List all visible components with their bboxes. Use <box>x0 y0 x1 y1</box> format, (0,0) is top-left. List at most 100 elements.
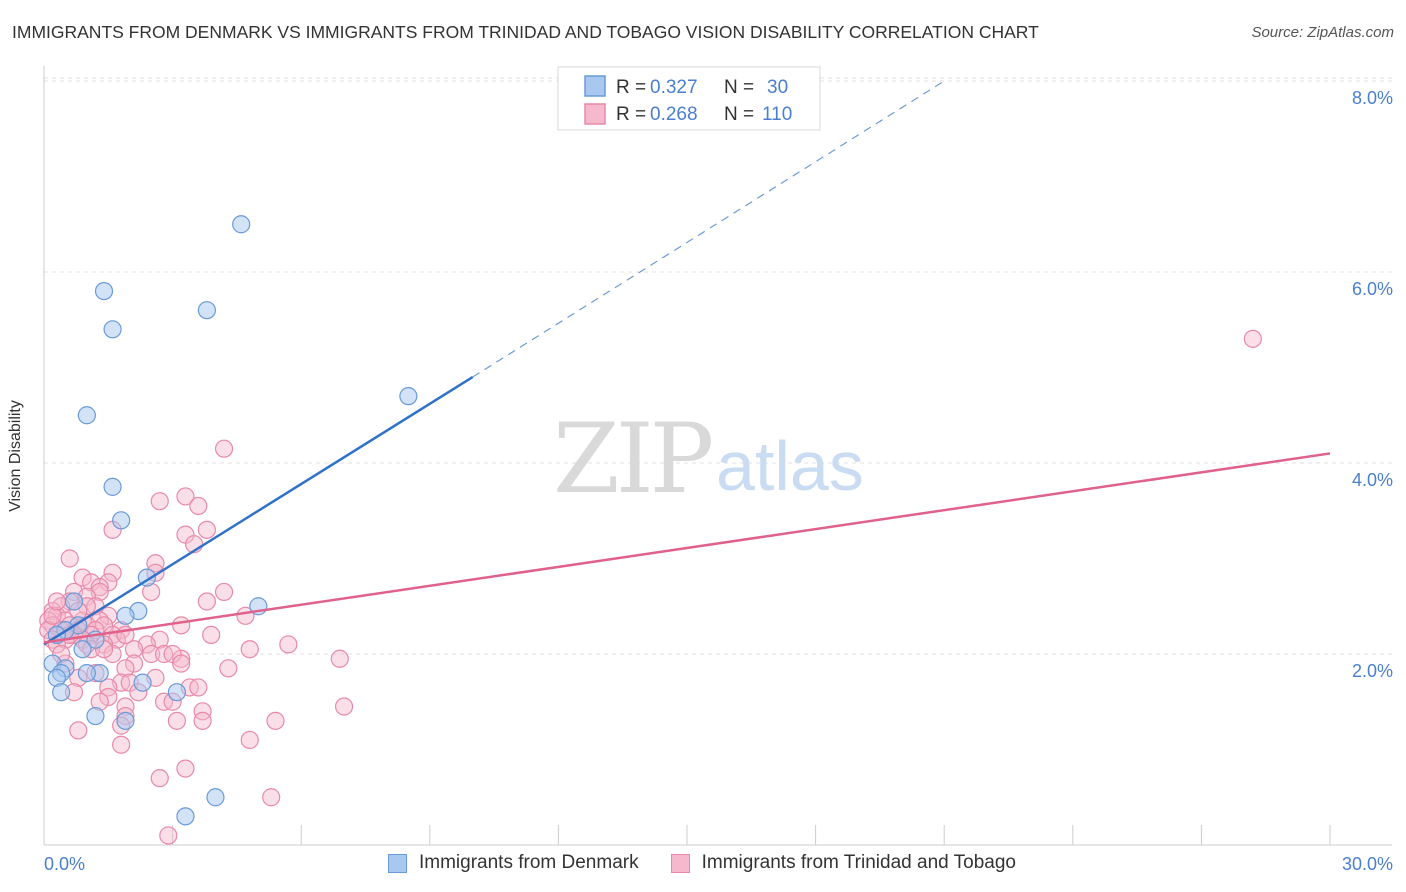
legend-item-trinidad[interactable]: Immigrants from Trinidad and Tobago <box>670 852 1016 874</box>
trinidad-point <box>214 582 234 602</box>
trinidad-point <box>189 678 208 697</box>
watermark: ZIP atlas <box>553 403 864 515</box>
trinidad-point <box>159 826 178 845</box>
trinidad-point <box>73 568 92 587</box>
legend-item-denmark[interactable]: Immigrants from Denmark <box>388 852 639 874</box>
denmark-point <box>116 606 135 625</box>
series-denmark-points <box>43 215 418 826</box>
trinidad-point <box>146 554 165 573</box>
denmark-trend-line <box>43 375 474 646</box>
source-label: Source: ZipAtlas.com <box>1251 24 1394 41</box>
y-tick-label-0: 2.0% <box>1352 661 1393 681</box>
legend-label-denmark: Immigrants from Denmark <box>419 852 639 873</box>
trinidad-point <box>60 549 79 568</box>
denmark-point <box>112 511 131 530</box>
trinidad-point <box>124 654 144 673</box>
legend-series: Immigrants from Denmark Immigrants from … <box>388 852 1048 874</box>
trinidad-point <box>103 644 122 664</box>
trinidad-point <box>202 625 221 645</box>
denmark-point <box>103 477 122 496</box>
x-tick-label-max: 30.0% <box>1342 854 1393 874</box>
denmark-trend-extension <box>472 80 945 378</box>
legend-n-label-1: N = <box>724 77 754 98</box>
denmark-point <box>167 683 186 702</box>
denmark-point <box>77 406 96 425</box>
trinidad-point <box>197 520 216 539</box>
chart-title: IMMIGRANTS FROM DENMARK VS IMMIGRANTS FR… <box>12 22 1039 42</box>
trinidad-point <box>124 640 144 659</box>
trinidad-point <box>172 654 191 673</box>
trinidad-point <box>103 563 122 582</box>
trinidad-point <box>240 640 259 659</box>
trinidad-point <box>262 788 281 807</box>
watermark-zip: ZIP <box>553 403 712 515</box>
y-tick-label-2: 6.0% <box>1352 279 1393 299</box>
legend-stats: R = 0.327 N = 30 R = 0.268 N = 110 <box>557 66 821 131</box>
denmark-point <box>86 706 105 726</box>
x-tick-label-min: 0.0% <box>44 854 85 874</box>
legend-r-label-1: R = <box>616 77 646 98</box>
trinidad-point <box>150 492 169 511</box>
trinidad-trend-line <box>43 452 1331 644</box>
denmark-point <box>52 683 71 702</box>
trinidad-point <box>43 606 62 625</box>
trinidad-point <box>219 659 238 678</box>
legend-swatch-trinidad <box>584 103 606 125</box>
denmark-point <box>94 282 114 301</box>
trinidad-point <box>99 678 118 697</box>
trinidad-point <box>172 616 191 635</box>
denmark-point <box>116 711 135 730</box>
legend-swatch-trinidad-bottom <box>670 853 690 873</box>
legend-r-label-2: R = <box>616 104 646 125</box>
trinidad-point <box>334 697 354 716</box>
legend-n-value-2: 110 <box>762 104 792 125</box>
denmark-point <box>206 788 225 807</box>
trinidad-point <box>240 730 259 750</box>
trinidad-point <box>90 578 109 597</box>
legend-n-label-2: N = <box>724 104 754 125</box>
trinidad-point <box>176 759 195 778</box>
trinidad-point <box>266 711 285 730</box>
denmark-point <box>73 640 92 659</box>
denmark-point <box>176 807 195 826</box>
legend-r-value-1: 0.327 <box>650 77 698 98</box>
legend-swatch-denmark-bottom <box>388 853 407 873</box>
trinidad-point <box>193 702 212 721</box>
legend-n-value-1: 30 <box>767 77 788 98</box>
trinidad-point <box>279 635 298 654</box>
trinidad-point <box>214 439 234 458</box>
trinidad-point <box>172 649 191 668</box>
trend-lines <box>43 80 1331 646</box>
denmark-point <box>77 663 96 683</box>
trinidad-point <box>142 644 161 664</box>
trinidad-point <box>1243 329 1262 348</box>
denmark-point <box>133 673 152 692</box>
legend-r-value-2: 0.268 <box>650 104 698 125</box>
trinidad-point <box>69 721 88 740</box>
denmark-point <box>103 320 122 339</box>
y-tick-label-3: 8.0% <box>1352 88 1393 108</box>
trinidad-point <box>116 659 135 678</box>
legend-label-trinidad: Immigrants from Trinidad and Tobago <box>701 852 1016 873</box>
trinidad-point <box>330 649 349 668</box>
trinidad-point <box>189 496 208 516</box>
tick-labels: 2.0% 4.0% 6.0% 8.0% 0.0% 30.0% <box>44 88 1393 874</box>
denmark-point <box>197 301 216 320</box>
grid-layer <box>44 77 1392 655</box>
trinidad-point <box>197 592 216 611</box>
watermark-atlas: atlas <box>716 427 864 505</box>
trinidad-point <box>47 592 66 611</box>
trinidad-point <box>47 606 66 625</box>
trinidad-point <box>193 711 212 730</box>
denmark-point <box>64 592 84 611</box>
y-tick-label-1: 4.0% <box>1352 470 1393 490</box>
trinidad-point <box>176 487 195 506</box>
denmark-point <box>399 387 418 406</box>
axis-layer <box>43 66 1392 846</box>
trinidad-point <box>167 711 186 730</box>
trinidad-point <box>150 769 169 788</box>
trinidad-point <box>112 735 131 754</box>
trinidad-point <box>99 687 118 707</box>
legend-swatch-denmark <box>584 75 606 97</box>
